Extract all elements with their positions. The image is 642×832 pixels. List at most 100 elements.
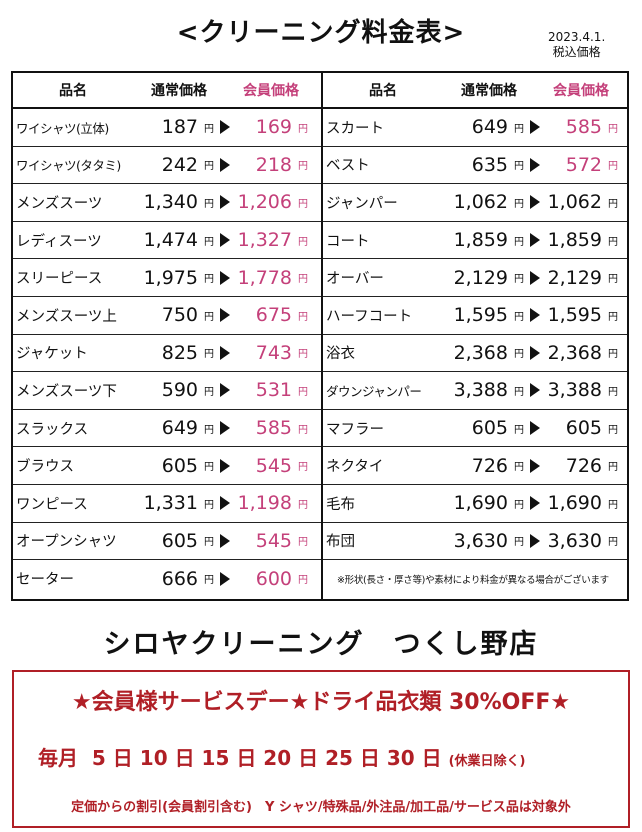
table-row: ジャンパー 1,062 円 1,062 円 bbox=[323, 184, 627, 222]
table-row: メンズスーツ下 590 円 531 円 bbox=[13, 372, 321, 410]
table-header: 品名 通常価格 会員価格 bbox=[13, 73, 321, 109]
member-price: 675 bbox=[255, 304, 292, 327]
item-name: ベスト bbox=[326, 158, 370, 175]
yen-unit: 円 bbox=[204, 349, 214, 361]
regular-price: 605 bbox=[471, 417, 508, 440]
regular-price: 1,331 bbox=[143, 492, 198, 515]
yen-unit: 円 bbox=[608, 161, 618, 173]
item-name: ジャンパー bbox=[326, 195, 398, 212]
regular-price: 1,690 bbox=[453, 492, 508, 515]
member-price: 545 bbox=[255, 529, 292, 552]
yen-unit: 円 bbox=[514, 499, 524, 511]
yen-unit: 円 bbox=[298, 537, 308, 549]
member-price: 585 bbox=[255, 417, 292, 440]
regular-price: 3,630 bbox=[453, 529, 508, 552]
regular-price: 1,340 bbox=[143, 191, 198, 214]
table-row: ダウンジャンパー 3,388 円 3,388 円 bbox=[323, 372, 627, 410]
promo-day: 15 日 bbox=[194, 746, 257, 770]
item-name: ハーフコート bbox=[326, 308, 413, 325]
regular-price: 3,388 bbox=[453, 379, 508, 402]
yen-unit: 円 bbox=[608, 424, 618, 436]
header-member: 会員価格 bbox=[243, 83, 299, 99]
table-header: 品名 通常価格 会員価格 bbox=[323, 73, 627, 109]
regular-price: 605 bbox=[161, 454, 198, 477]
member-price: 2,368 bbox=[547, 341, 602, 364]
yen-unit: 円 bbox=[514, 123, 524, 135]
yen-unit: 円 bbox=[298, 161, 308, 173]
arrow-right-icon bbox=[530, 458, 540, 473]
member-price: 572 bbox=[565, 153, 602, 176]
member-price: 2,129 bbox=[547, 266, 602, 289]
regular-price: 825 bbox=[161, 341, 198, 364]
arrow-right-icon bbox=[530, 383, 540, 398]
table-row: メンズスーツ上 750 円 675 円 bbox=[13, 297, 321, 335]
yen-unit: 円 bbox=[608, 349, 618, 361]
date-text: 2023.4.1. bbox=[548, 30, 606, 44]
yen-unit: 円 bbox=[608, 236, 618, 248]
yen-unit: 円 bbox=[298, 311, 308, 323]
item-name: ダウンジャンパー bbox=[326, 383, 422, 399]
yen-unit: 円 bbox=[514, 424, 524, 436]
yen-unit: 円 bbox=[298, 386, 308, 398]
member-price: 545 bbox=[255, 454, 292, 477]
table-row: オーバー 2,129 円 2,129 円 bbox=[323, 259, 627, 297]
member-price: 1,327 bbox=[237, 229, 292, 252]
header-name: 品名 bbox=[369, 83, 397, 99]
regular-price: 666 bbox=[161, 567, 198, 590]
item-name: ブラウス bbox=[16, 459, 74, 476]
arrow-right-icon bbox=[530, 195, 540, 210]
yen-unit: 円 bbox=[204, 198, 214, 210]
item-name: ネクタイ bbox=[326, 459, 384, 476]
item-name: オーバー bbox=[326, 271, 384, 288]
member-price: 531 bbox=[255, 379, 292, 402]
member-price: 3,388 bbox=[547, 379, 602, 402]
yen-unit: 円 bbox=[298, 462, 308, 474]
item-name: 毛布 bbox=[326, 496, 355, 513]
table-row: スラックス 649 円 585 円 bbox=[13, 410, 321, 448]
yen-unit: 円 bbox=[204, 575, 214, 587]
arrow-right-icon bbox=[530, 421, 540, 436]
days-list: 5 日 10 日 15 日 20 日 25 日 30 日 bbox=[85, 746, 442, 770]
regular-price: 2,368 bbox=[453, 341, 508, 364]
yen-unit: 円 bbox=[608, 274, 618, 286]
arrow-right-icon bbox=[530, 345, 540, 360]
item-name: マフラー bbox=[326, 421, 384, 438]
table-row: スリーピース 1,975 円 1,778 円 bbox=[13, 259, 321, 297]
item-name: メンズスーツ下 bbox=[16, 383, 117, 400]
member-price: 218 bbox=[255, 153, 292, 176]
arrow-right-icon bbox=[220, 458, 230, 473]
item-name: ワイシャツ(立体) bbox=[16, 120, 109, 136]
arrow-right-icon bbox=[220, 308, 230, 323]
regular-price: 1,062 bbox=[453, 191, 508, 214]
member-price: 1,778 bbox=[237, 266, 292, 289]
arrow-right-icon bbox=[220, 571, 230, 586]
holiday-note: (休業日除く) bbox=[448, 754, 526, 769]
yen-unit: 円 bbox=[608, 198, 618, 210]
arrow-right-icon bbox=[530, 533, 540, 548]
yen-unit: 円 bbox=[298, 575, 308, 587]
promo-day: 5 日 bbox=[84, 746, 133, 770]
item-name: ジャケット bbox=[16, 346, 88, 363]
table-row: オープンシャツ 605 円 545 円 bbox=[13, 523, 321, 561]
yen-unit: 円 bbox=[204, 236, 214, 248]
arrow-right-icon bbox=[530, 233, 540, 248]
table-row: スカート 649 円 585 円 bbox=[323, 109, 627, 147]
member-price: 1,595 bbox=[547, 304, 602, 327]
yen-unit: 円 bbox=[608, 537, 618, 549]
regular-price: 2,129 bbox=[453, 266, 508, 289]
arrow-right-icon bbox=[220, 345, 230, 360]
item-name: セーター bbox=[16, 572, 74, 589]
item-name: 浴衣 bbox=[326, 346, 355, 363]
item-name: オープンシャツ bbox=[16, 534, 117, 551]
item-name: ワンピース bbox=[16, 496, 88, 513]
arrow-right-icon bbox=[220, 496, 230, 511]
days-label: 毎月 bbox=[38, 746, 78, 770]
yen-unit: 円 bbox=[204, 123, 214, 135]
yen-unit: 円 bbox=[298, 198, 308, 210]
yen-unit: 円 bbox=[608, 311, 618, 323]
yen-unit: 円 bbox=[204, 424, 214, 436]
member-price: 743 bbox=[255, 341, 292, 364]
yen-unit: 円 bbox=[514, 311, 524, 323]
promo-day: 20 日 bbox=[256, 746, 319, 770]
yen-unit: 円 bbox=[298, 274, 308, 286]
